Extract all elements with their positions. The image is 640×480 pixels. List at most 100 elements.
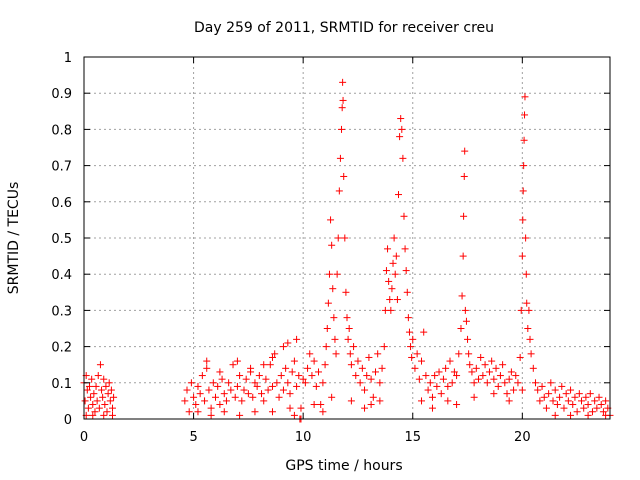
data-point <box>275 393 283 401</box>
data-point <box>503 390 511 398</box>
data-point <box>203 364 211 372</box>
data-point <box>233 357 241 365</box>
data-point <box>458 292 466 300</box>
data-point <box>545 390 553 398</box>
data-point <box>332 350 340 358</box>
data-point <box>220 408 228 416</box>
data-point <box>402 267 410 275</box>
y-tick-label: 0 <box>64 413 72 428</box>
data-point <box>571 393 579 401</box>
data-point <box>386 296 394 304</box>
data-point <box>553 401 561 409</box>
data-point <box>346 350 354 358</box>
data-point <box>363 372 371 380</box>
data-point <box>220 390 228 398</box>
data-point <box>290 411 298 419</box>
data-point <box>284 379 292 387</box>
data-point <box>560 404 568 412</box>
data-point <box>295 372 303 380</box>
data-point <box>192 401 200 409</box>
data-point <box>422 372 430 380</box>
data-point <box>521 111 529 119</box>
data-point <box>593 404 601 412</box>
data-point <box>108 404 116 412</box>
data-point <box>444 382 452 390</box>
data-point <box>512 372 520 380</box>
data-point <box>457 325 465 332</box>
data-point <box>428 393 436 401</box>
data-point <box>401 245 409 253</box>
data-point <box>415 375 423 383</box>
data-point <box>255 372 263 380</box>
data-point <box>391 270 399 278</box>
data-point <box>100 411 108 419</box>
data-point <box>519 187 527 195</box>
data-point <box>301 379 309 387</box>
data-point <box>225 379 233 387</box>
data-point <box>524 325 532 332</box>
y-tick-label: 0.8 <box>51 123 72 138</box>
data-point <box>194 382 202 390</box>
data-point <box>431 372 439 380</box>
data-point <box>216 368 224 376</box>
data-point <box>91 408 99 416</box>
data-point <box>207 404 215 412</box>
data-point <box>273 379 281 387</box>
data-point <box>433 382 441 390</box>
data-point <box>81 397 89 405</box>
data-point <box>514 379 522 387</box>
data-point <box>442 364 450 372</box>
data-point <box>551 386 559 394</box>
data-point <box>293 382 301 390</box>
data-point <box>236 411 244 419</box>
data-point <box>329 285 337 293</box>
data-point <box>209 379 217 387</box>
data-point <box>380 343 388 351</box>
y-tick-label: 0.1 <box>51 377 72 392</box>
data-point <box>551 411 559 419</box>
data-point <box>392 252 400 260</box>
data-point <box>382 267 390 275</box>
data-point <box>461 147 469 155</box>
data-point <box>268 353 276 361</box>
data-point <box>597 401 605 409</box>
data-point <box>201 397 209 405</box>
data-point <box>464 335 472 343</box>
data-point <box>253 382 261 390</box>
data-point <box>413 350 421 358</box>
data-point <box>242 375 250 383</box>
data-point <box>466 361 474 369</box>
data-point <box>361 386 369 394</box>
data-point <box>342 288 350 296</box>
data-point <box>236 372 244 380</box>
data-point <box>462 317 470 325</box>
data-point <box>586 390 594 398</box>
data-point <box>279 386 287 394</box>
data-point <box>203 357 211 365</box>
data-points <box>80 78 614 423</box>
data-point <box>319 379 327 387</box>
data-point <box>408 353 416 361</box>
data-point <box>95 404 103 412</box>
data-point <box>520 136 528 144</box>
data-point <box>420 328 428 336</box>
data-point <box>569 401 577 409</box>
data-point <box>468 368 476 376</box>
data-point <box>216 401 224 409</box>
data-point <box>183 386 191 394</box>
data-point <box>251 408 259 416</box>
data-point <box>521 93 529 101</box>
data-point <box>338 104 346 112</box>
data-point <box>529 364 537 372</box>
data-point <box>519 216 527 224</box>
data-point <box>347 361 355 369</box>
data-point <box>334 234 342 242</box>
data-point <box>400 212 408 220</box>
data-point <box>393 296 401 304</box>
data-point <box>344 335 352 343</box>
data-point <box>459 252 467 260</box>
data-point <box>516 353 524 361</box>
data-point <box>507 368 515 376</box>
data-point <box>499 361 507 369</box>
data-point <box>367 401 375 409</box>
